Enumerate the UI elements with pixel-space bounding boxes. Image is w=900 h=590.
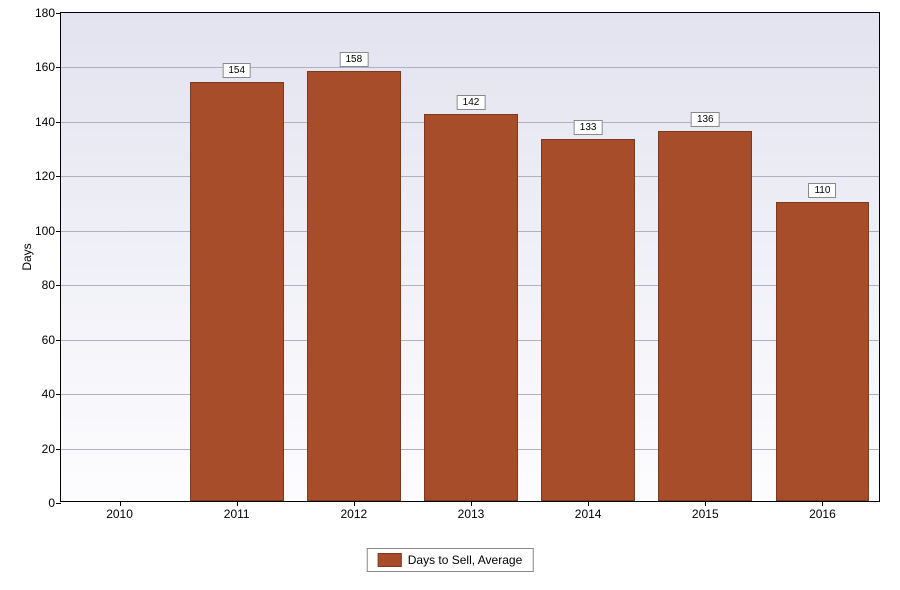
y-tick-mark (56, 67, 61, 68)
y-tick-label: 160 (35, 60, 55, 74)
legend-swatch (378, 553, 402, 567)
y-tick-mark (56, 340, 61, 341)
y-tick-label: 0 (48, 496, 55, 510)
x-tick-mark (237, 501, 238, 506)
y-tick-label: 80 (42, 278, 55, 292)
y-tick-mark (56, 285, 61, 286)
bar-value-label: 158 (340, 52, 369, 67)
y-tick-label: 20 (42, 442, 55, 456)
y-tick-mark (56, 231, 61, 232)
x-tick-label: 2013 (458, 507, 485, 521)
x-tick-label: 2016 (809, 507, 836, 521)
bar (541, 139, 635, 501)
y-tick-mark (56, 394, 61, 395)
bar-value-label: 142 (457, 95, 486, 110)
bar (658, 131, 752, 501)
y-tick-mark (56, 176, 61, 177)
y-tick-mark (56, 122, 61, 123)
y-tick-label: 120 (35, 169, 55, 183)
x-tick-mark (471, 501, 472, 506)
y-tick-label: 140 (35, 115, 55, 129)
y-tick-label: 40 (42, 387, 55, 401)
y-tick-mark (56, 449, 61, 450)
bar (307, 71, 401, 501)
chart-container: 0 20 40 60 80 100 120 140 160 180 2010 2011 154 2012 1… (0, 0, 900, 590)
x-tick-mark (822, 501, 823, 506)
y-tick-mark (56, 13, 61, 14)
x-tick-mark (705, 501, 706, 506)
y-tick-label: 180 (35, 6, 55, 20)
bar (424, 114, 518, 501)
bar-value-label: 110 (808, 183, 836, 198)
y-tick-label: 100 (35, 224, 55, 238)
plot-area: 0204060801001201401601802010201115420121… (60, 12, 880, 502)
gridline (61, 67, 879, 68)
y-axis-label: Days (20, 243, 34, 270)
bar-value-label: 136 (691, 112, 720, 127)
bar (190, 82, 284, 501)
bar-value-label: 154 (222, 63, 251, 78)
x-tick-label: 2015 (692, 507, 719, 521)
x-tick-mark (354, 501, 355, 506)
x-tick-label: 2011 (224, 507, 250, 521)
bar (776, 202, 870, 501)
y-tick-label: 60 (42, 333, 55, 347)
x-tick-label: 2010 (106, 507, 133, 521)
legend: Days to Sell, Average (367, 548, 534, 572)
x-tick-mark (588, 501, 589, 506)
x-tick-label: 2014 (575, 507, 602, 521)
y-tick-mark (56, 503, 61, 504)
legend-label: Days to Sell, Average (408, 553, 523, 567)
bar-value-label: 133 (574, 120, 603, 135)
x-tick-mark (120, 501, 121, 506)
x-tick-label: 2012 (340, 507, 367, 521)
